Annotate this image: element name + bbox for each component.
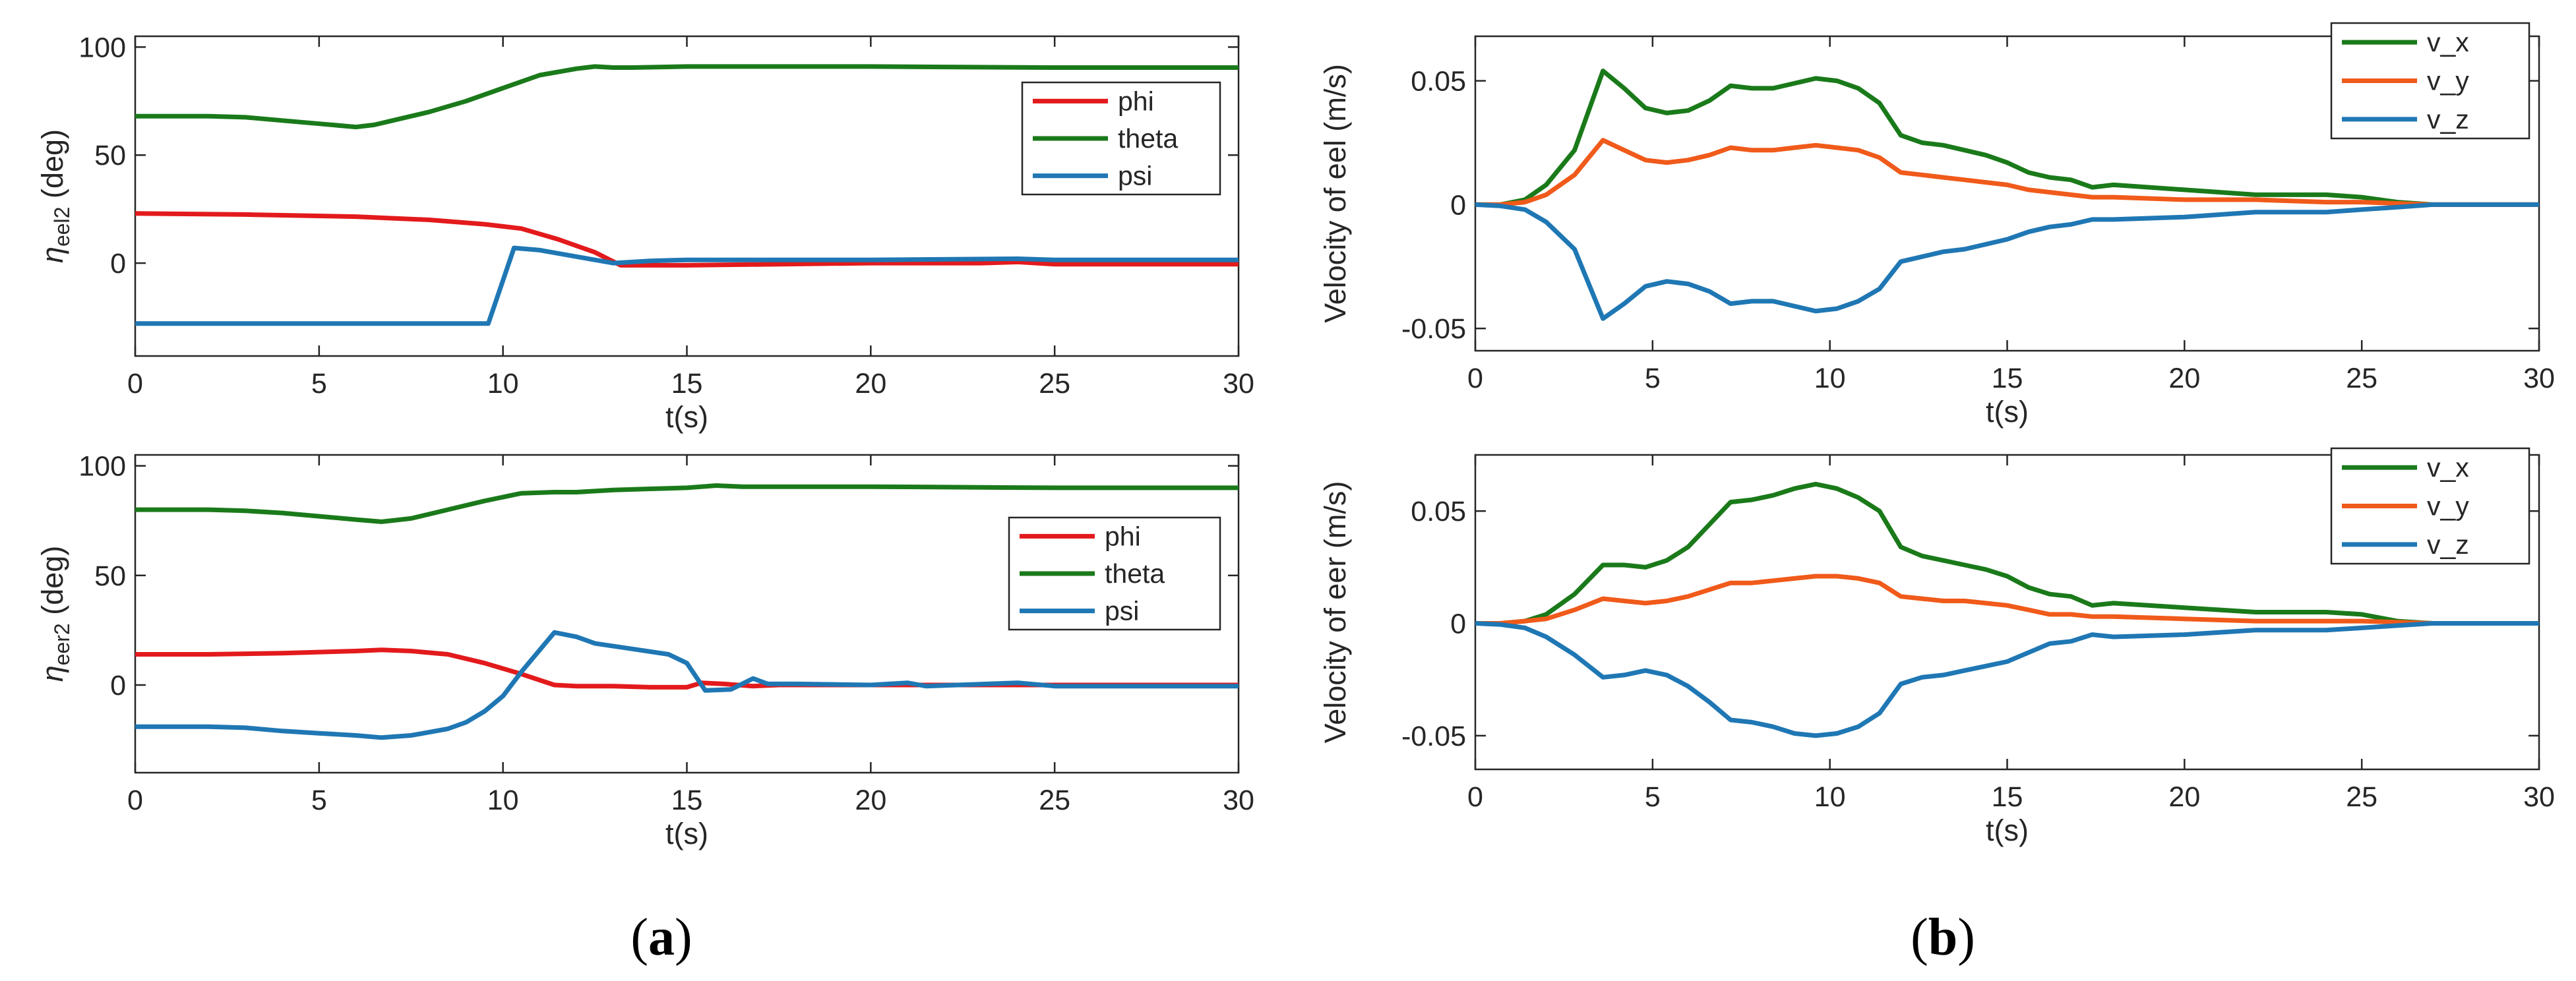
legend-label-vx: v_x (2427, 452, 2469, 483)
caption-b: (b) (1911, 908, 1975, 966)
legend: phi theta psi (1008, 516, 1221, 631)
legend-label-vz: v_z (2427, 529, 2469, 560)
chart-eel2-orientation: 0 5 10 15 20 25 30 0 50 100 t(s) ηeel2 (deg) phi thet… (36, 32, 1254, 434)
y-axis-label: ηeer2 (deg) (36, 546, 74, 682)
x-axis-label: t(s) (665, 817, 708, 850)
y-tick-label: 0.05 (1411, 496, 1466, 527)
x-tick-label: 30 (1223, 368, 1254, 400)
x-tick-label: 5 (1645, 781, 1661, 813)
caption-b-letter: b (1928, 908, 1958, 966)
x-tick-label: 20 (2168, 363, 2200, 394)
series-line-vz (1475, 202, 2539, 321)
series-group (135, 64, 1239, 326)
legend-label-vy: v_y (2427, 491, 2469, 521)
caption-b-close: ) (1957, 908, 1975, 966)
caption-a-close: ) (675, 908, 692, 966)
y-axis-label-unit: (deg) (36, 129, 69, 207)
series-line-vy (1475, 574, 2539, 626)
legend-label-vx: v_x (2427, 27, 2469, 57)
x-tick-label: 30 (1223, 785, 1254, 816)
chart-eer2-orientation: 0 5 10 15 20 25 30 0 50 100 t(s) ηeer2 (deg) phi thet… (36, 451, 1254, 850)
y-tick-label: 0 (110, 670, 126, 701)
y-tick-label: -0.05 (1401, 721, 1466, 752)
y-tick-label: -0.05 (1401, 313, 1466, 345)
series-line-phi (135, 211, 1239, 268)
y-tick-label: 0 (110, 248, 126, 280)
y-axis-label-unit: (deg) (36, 546, 69, 624)
x-tick-label: 10 (487, 368, 519, 400)
legend-label-psi: psi (1105, 596, 1139, 626)
x-tick-label: 25 (1039, 785, 1070, 816)
legend-label-theta: theta (1105, 558, 1165, 589)
y-tick-label: 100 (78, 32, 126, 63)
x-tick-label: 20 (2168, 781, 2200, 813)
x-tick-label: 25 (2346, 363, 2377, 394)
x-tick-label: 5 (311, 785, 327, 816)
legend-label-vz: v_z (2427, 104, 2469, 134)
legend-label-vy: v_y (2427, 66, 2469, 96)
y-axis-label: Velocity of eer (m/s) (1318, 481, 1352, 744)
series-group (135, 483, 1239, 740)
x-tick-label: 15 (1992, 363, 2023, 394)
x-axis-label: t(s) (1986, 395, 2029, 429)
series-line-theta (135, 483, 1239, 524)
y-tick-label: 0 (1450, 189, 1466, 221)
caption-a-letter: a (648, 908, 675, 966)
y-axis-label: ηeel2 (deg) (36, 129, 74, 263)
x-tick-label: 10 (1814, 781, 1846, 813)
x-tick-label: 0 (1467, 781, 1483, 813)
y-tick-label: 50 (94, 140, 126, 171)
legend: v_x v_y v_z (2330, 22, 2530, 140)
y-axis-label-symbol: η (36, 247, 69, 263)
x-tick-label: 20 (855, 785, 886, 816)
x-tick-label: 25 (2346, 781, 2377, 813)
caption-a: (a) (630, 908, 692, 966)
x-tick-label: 0 (127, 368, 143, 400)
series-line-vx (1475, 69, 2539, 207)
y-axis-label: Velocity of eel (m/s) (1318, 64, 1352, 323)
y-tick-label: 50 (94, 560, 126, 592)
caption-a-open: ( (630, 908, 648, 966)
x-axis-label: t(s) (665, 400, 708, 434)
series-group (1475, 69, 2539, 321)
series-line-psi (135, 245, 1239, 326)
series-line-vy (1475, 138, 2539, 207)
y-tick-label: 100 (78, 451, 126, 483)
y-axis-label-symbol: η (36, 665, 69, 682)
x-tick-label: 5 (311, 368, 327, 400)
series-line-theta (135, 64, 1239, 130)
x-tick-label: 30 (2523, 781, 2555, 813)
y-axis-label-subscript: eel2 (50, 207, 74, 247)
y-axis-label-subscript: eer2 (50, 623, 74, 665)
legend: phi theta psi (1021, 81, 1221, 196)
y-tick-label: 0 (1450, 609, 1466, 640)
legend-label-theta: theta (1118, 123, 1178, 154)
x-axis-label: t(s) (1986, 814, 2029, 847)
x-tick-label: 30 (2523, 363, 2555, 394)
y-tick-label: 0.05 (1411, 66, 1466, 98)
x-tick-label: 15 (671, 785, 703, 816)
legend-label-phi: phi (1105, 521, 1141, 551)
x-tick-label: 15 (1992, 781, 2023, 813)
x-tick-label: 0 (1467, 363, 1483, 394)
legend: v_x v_y v_z (2330, 447, 2530, 565)
x-tick-label: 5 (1645, 363, 1661, 394)
caption-b-open: ( (1911, 908, 1928, 966)
x-tick-label: 10 (487, 785, 519, 816)
x-tick-label: 0 (127, 785, 143, 816)
x-tick-label: 15 (671, 368, 703, 400)
series-group (1475, 481, 2539, 738)
legend-label-psi: psi (1118, 161, 1152, 191)
series-line-psi (135, 630, 1239, 740)
series-line-vx (1475, 481, 2539, 626)
x-tick-label: 20 (855, 368, 886, 400)
x-tick-label: 10 (1814, 363, 1846, 394)
series-line-vz (1475, 621, 2539, 738)
legend-label-phi: phi (1118, 86, 1154, 116)
x-tick-label: 25 (1039, 368, 1070, 400)
